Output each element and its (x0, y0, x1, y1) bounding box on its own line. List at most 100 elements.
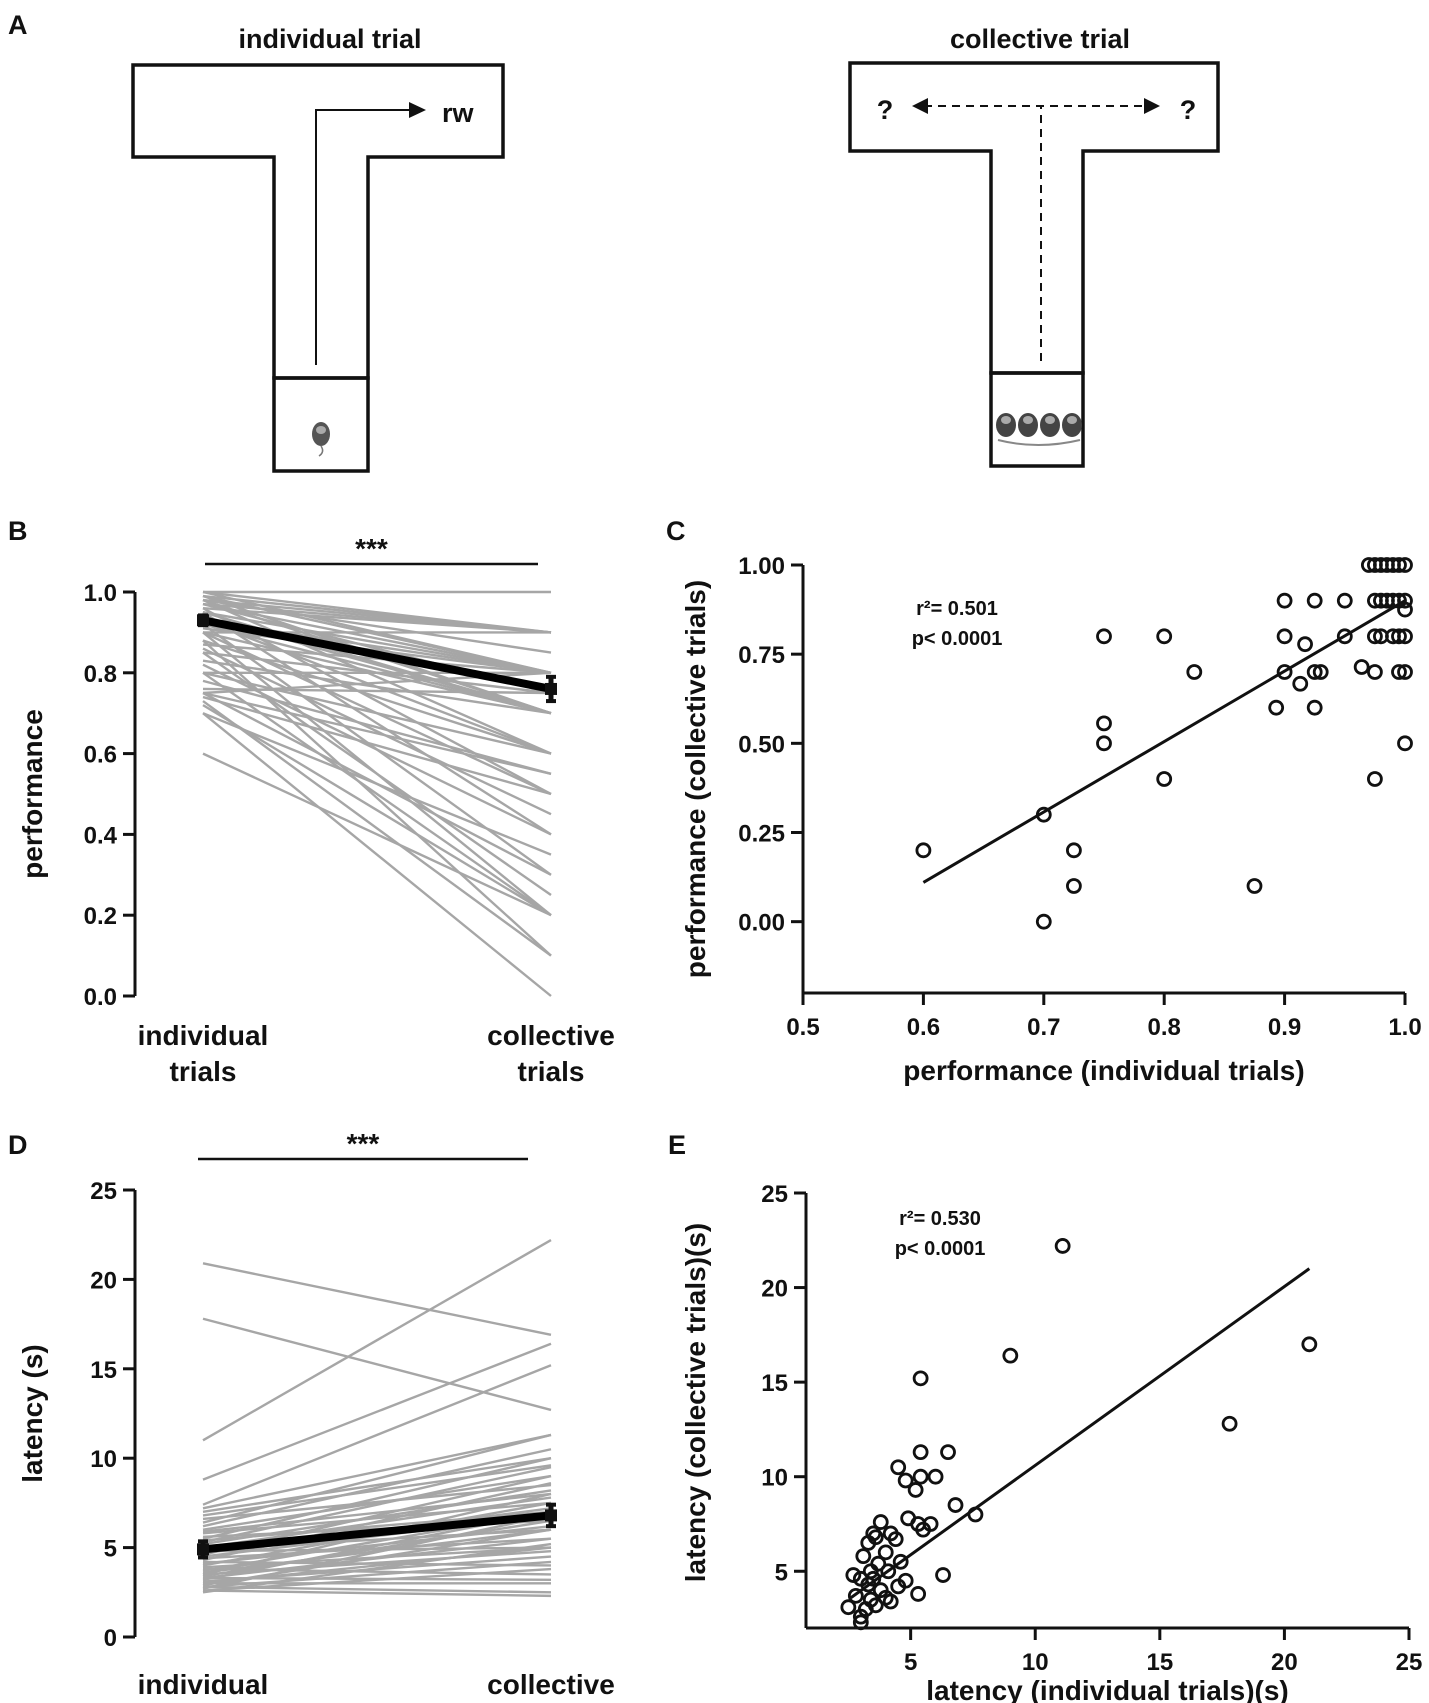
pair-line (202, 1262, 552, 1337)
pair-line (202, 700, 552, 957)
pair-line (202, 1342, 552, 1481)
x-tick-label: 15 (1146, 1649, 1173, 1676)
pair-line (202, 623, 552, 715)
y-tick-label: 10 (761, 1465, 788, 1492)
p-value-label: p< 0.0001 (895, 1238, 986, 1260)
y-tick-label: 0.6 (84, 742, 117, 769)
data-point (847, 1587, 864, 1604)
y-tick-label: 0.0 (84, 984, 117, 1011)
x-tick-label: 5 (904, 1649, 917, 1676)
mean-marker (545, 1509, 557, 1522)
panel-letter-e: E (668, 1130, 686, 1160)
y-axis-title: performance (collective trials) (680, 580, 711, 978)
pair-line (202, 1457, 552, 1514)
y-tick-label: 20 (90, 1267, 117, 1294)
path-arrow-individual (315, 109, 416, 365)
data-point (872, 1514, 889, 1530)
pair-line (202, 712, 552, 997)
significance-label: *** (347, 1128, 380, 1159)
y-tick-label: 0.50 (738, 731, 785, 758)
y-axis-title: latency (s) (17, 1344, 48, 1483)
panel-letter-c: C (666, 516, 686, 546)
data-point (1066, 878, 1082, 894)
data-point (890, 1459, 907, 1476)
data-point (867, 1597, 884, 1614)
y-axis-title: performance (17, 709, 48, 879)
data-point (915, 1521, 932, 1538)
regression-line (922, 599, 1406, 884)
arrow-left-icon (912, 98, 928, 114)
data-point (912, 1444, 929, 1461)
panel-letter-d: D (8, 1130, 28, 1160)
data-point (860, 1576, 877, 1593)
y-tick-label: 1.00 (738, 553, 785, 580)
data-point (907, 1482, 924, 1498)
p-value-label: p< 0.0001 (912, 628, 1003, 650)
regression-line (849, 1267, 1311, 1599)
data-point (1397, 628, 1413, 645)
x-axis-title: latency (individual trials)(s) (926, 1675, 1289, 1703)
y-tick-label: 25 (90, 1178, 117, 1205)
data-point (887, 1531, 904, 1548)
pair-line (202, 1465, 552, 1544)
data-point (967, 1506, 984, 1523)
data-point (840, 1599, 857, 1616)
y-tick-label: 0.2 (84, 903, 117, 930)
pair-line (202, 1519, 552, 1578)
data-point (1353, 659, 1370, 675)
data-point (892, 1553, 909, 1570)
data-point (1292, 675, 1309, 692)
panel-a: A individual trial rw collective trial ?… (8, 10, 1220, 473)
mean-line (202, 616, 552, 693)
data-point (1276, 664, 1293, 680)
data-point (1221, 1415, 1238, 1432)
chart-c-performance-scatter: 0.5 0.6 0.7 0.8 0.9 1.0 0.00 0.25 0.50 0.75 1.00 pe… (680, 553, 1422, 1086)
data-point (1156, 628, 1173, 645)
x-tick-label: 20 (1271, 1649, 1298, 1676)
r-squared-label: r²= 0.501 (916, 598, 998, 620)
data-point (1391, 628, 1407, 645)
y-tick-label: 0.25 (738, 821, 785, 848)
y-tick-label: 0.75 (738, 642, 785, 669)
data-point (1096, 715, 1112, 732)
significance-label: *** (355, 533, 388, 564)
start-box-individual (272, 376, 370, 473)
y-tick-label: 0.00 (738, 910, 785, 937)
data-point (1306, 664, 1323, 680)
data-point (1297, 636, 1313, 653)
mean-marker (197, 1543, 209, 1556)
pair-line (202, 671, 552, 755)
y-tick-label: 10 (90, 1446, 117, 1473)
data-point (1268, 699, 1285, 716)
data-point (897, 1472, 914, 1489)
pair-line (202, 1317, 552, 1412)
y-tick-label: 5 (775, 1559, 788, 1586)
data-point (1002, 1347, 1019, 1364)
data-point (852, 1608, 869, 1625)
mean-marker (545, 682, 557, 695)
mean-line (202, 1511, 552, 1554)
pair-line (202, 1542, 552, 1594)
r-squared-label: r²= 0.530 (899, 1208, 981, 1230)
reward-label: rw (442, 98, 475, 128)
data-point (1156, 771, 1173, 787)
unknown-right-label: ? (1180, 95, 1197, 125)
data-point (935, 1567, 951, 1583)
pair-line (202, 606, 552, 634)
data-point (1306, 699, 1323, 716)
data-point (1312, 664, 1329, 680)
x-tick-label: 0.5 (786, 1014, 819, 1041)
data-point (1397, 664, 1413, 680)
data-point (1397, 557, 1413, 573)
pair-line (202, 1489, 552, 1546)
data-point (890, 1578, 907, 1595)
data-point (877, 1544, 894, 1561)
data-point (1391, 557, 1407, 573)
y-tick-label: 0.4 (84, 822, 118, 849)
pair-line (202, 611, 552, 674)
panel-letter-a: A (8, 10, 28, 40)
data-point (855, 1548, 872, 1565)
pair-line (202, 679, 552, 775)
